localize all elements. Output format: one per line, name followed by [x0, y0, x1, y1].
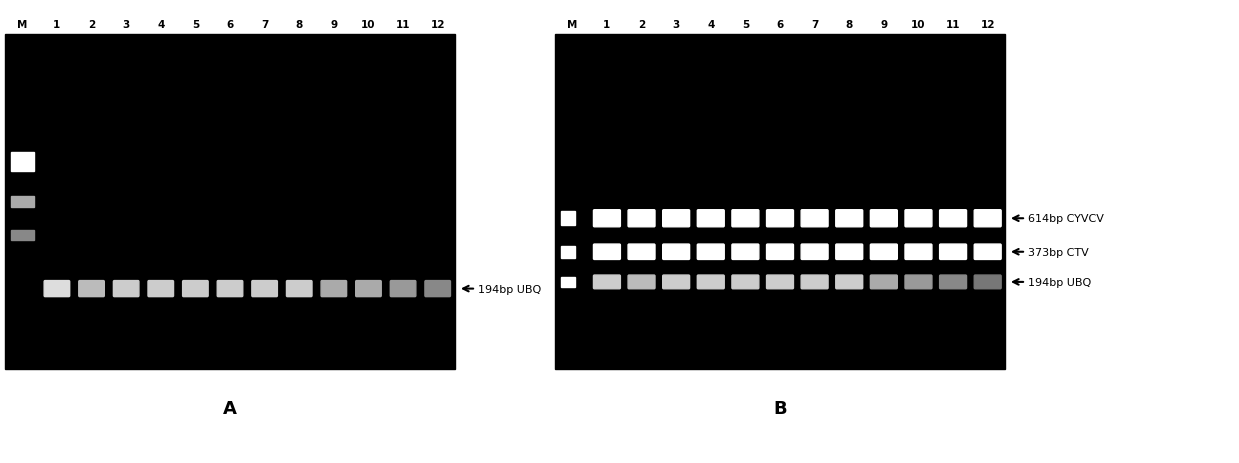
FancyBboxPatch shape [870, 210, 897, 227]
FancyBboxPatch shape [732, 244, 758, 260]
Text: 7: 7 [812, 20, 818, 30]
Text: 1: 1 [53, 20, 61, 30]
Bar [555, 35, 1005, 369]
Text: B: B [773, 399, 787, 417]
Text: 194bp UBQ: 194bp UBQ [478, 284, 541, 294]
Text: 1: 1 [603, 20, 611, 30]
FancyBboxPatch shape [939, 244, 966, 260]
Bar [561, 246, 575, 258]
FancyBboxPatch shape [628, 244, 655, 260]
FancyBboxPatch shape [767, 210, 793, 227]
FancyBboxPatch shape [767, 244, 793, 260]
FancyBboxPatch shape [147, 281, 173, 297]
FancyBboxPatch shape [904, 275, 932, 289]
FancyBboxPatch shape [974, 210, 1001, 227]
FancyBboxPatch shape [356, 281, 382, 297]
Text: A: A [223, 399, 237, 417]
Text: 5: 5 [192, 20, 199, 30]
Text: 6: 6 [227, 20, 234, 30]
FancyBboxPatch shape [732, 210, 758, 227]
FancyBboxPatch shape [974, 244, 1001, 260]
FancyBboxPatch shape [593, 210, 621, 227]
FancyBboxPatch shape [870, 275, 897, 289]
Text: 373bp CTV: 373bp CTV [1028, 247, 1089, 257]
Text: 10: 10 [362, 20, 375, 30]
FancyBboxPatch shape [802, 210, 828, 227]
FancyBboxPatch shape [698, 275, 725, 289]
FancyBboxPatch shape [836, 244, 862, 260]
Text: 8: 8 [296, 20, 302, 30]
FancyBboxPatch shape [732, 275, 758, 289]
Text: 6: 6 [777, 20, 783, 30]
Text: 9: 9 [880, 20, 887, 30]
FancyBboxPatch shape [425, 281, 451, 297]
Bar [11, 196, 33, 208]
FancyBboxPatch shape [593, 275, 621, 289]
Text: 614bp CYVCV: 614bp CYVCV [1028, 214, 1104, 224]
FancyBboxPatch shape [698, 210, 725, 227]
FancyBboxPatch shape [939, 275, 966, 289]
FancyBboxPatch shape [802, 275, 828, 289]
FancyBboxPatch shape [628, 275, 655, 289]
Bar [5, 35, 455, 369]
Text: 4: 4 [707, 20, 715, 30]
FancyBboxPatch shape [182, 281, 208, 297]
FancyBboxPatch shape [114, 281, 139, 297]
FancyBboxPatch shape [663, 244, 690, 260]
FancyBboxPatch shape [904, 210, 932, 227]
FancyBboxPatch shape [79, 281, 104, 297]
Text: 9: 9 [331, 20, 337, 30]
Text: 8: 8 [845, 20, 852, 30]
FancyBboxPatch shape [767, 275, 793, 289]
Bar [561, 212, 575, 226]
FancyBboxPatch shape [217, 281, 243, 297]
FancyBboxPatch shape [321, 281, 347, 297]
FancyBboxPatch shape [836, 275, 862, 289]
Text: M: M [567, 20, 577, 30]
FancyBboxPatch shape [252, 281, 278, 297]
Text: 3: 3 [673, 20, 680, 30]
FancyBboxPatch shape [45, 281, 69, 297]
Text: 12: 12 [430, 20, 445, 30]
FancyBboxPatch shape [593, 244, 621, 260]
FancyBboxPatch shape [628, 210, 655, 227]
Text: 2: 2 [88, 20, 95, 30]
FancyBboxPatch shape [836, 210, 862, 227]
Bar [11, 231, 33, 240]
Text: 10: 10 [911, 20, 926, 30]
Text: M: M [17, 20, 27, 30]
FancyBboxPatch shape [974, 275, 1001, 289]
Text: 5: 5 [742, 20, 750, 30]
FancyBboxPatch shape [663, 275, 690, 289]
Text: 194bp UBQ: 194bp UBQ [1028, 277, 1092, 287]
Bar [561, 278, 575, 287]
Bar [11, 153, 33, 171]
FancyBboxPatch shape [286, 281, 312, 297]
Text: 2: 2 [638, 20, 646, 30]
FancyBboxPatch shape [390, 281, 416, 297]
Text: 4: 4 [157, 20, 165, 30]
FancyBboxPatch shape [663, 210, 690, 227]
FancyBboxPatch shape [939, 210, 966, 227]
Text: 11: 11 [395, 20, 410, 30]
Text: 7: 7 [261, 20, 269, 30]
FancyBboxPatch shape [698, 244, 725, 260]
FancyBboxPatch shape [870, 244, 897, 260]
FancyBboxPatch shape [802, 244, 828, 260]
FancyBboxPatch shape [904, 244, 932, 260]
Text: 12: 12 [980, 20, 995, 30]
Text: 3: 3 [123, 20, 130, 30]
Text: 11: 11 [945, 20, 960, 30]
